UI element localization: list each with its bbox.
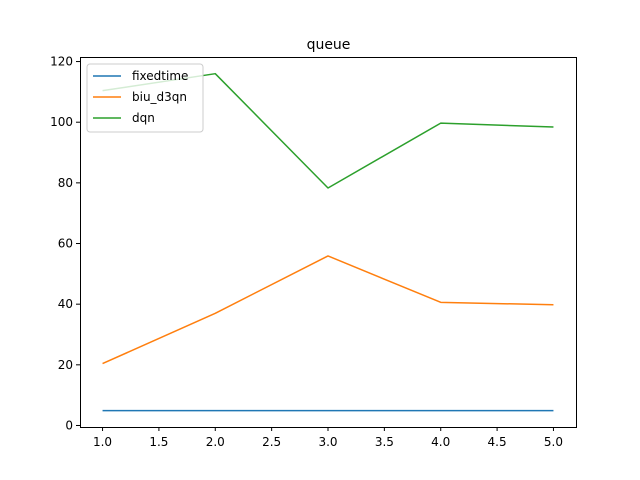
chart-title: queue bbox=[307, 37, 351, 53]
y-tick-label: 120 bbox=[50, 55, 73, 69]
x-tick-label: 4.0 bbox=[431, 435, 450, 449]
legend-label-biu_d3qn: biu_d3qn bbox=[132, 90, 187, 104]
series-line-biu_d3qn bbox=[102, 255, 554, 365]
y-axis: 0 20 40 60 80 100 120 bbox=[50, 55, 80, 432]
x-tick-label: 3.0 bbox=[318, 435, 337, 449]
x-axis: 1.0 1.5 2.0 2.5 3.0 3.5 4.0 4.5 5.0 bbox=[93, 427, 563, 449]
legend-box bbox=[86, 63, 204, 133]
legend-label-fixedtime: fixedtime bbox=[132, 69, 188, 83]
x-tick-label: 1.5 bbox=[149, 435, 168, 449]
y-tick-label: 80 bbox=[58, 176, 73, 190]
x-tick-label: 1.0 bbox=[93, 435, 112, 449]
legend-label-dqn: dqn bbox=[132, 111, 155, 125]
x-tick-label: 3.5 bbox=[375, 435, 394, 449]
x-tick-label: 2.0 bbox=[206, 435, 225, 449]
x-tick-label: 4.5 bbox=[488, 435, 507, 449]
x-tick-label: 5.0 bbox=[544, 435, 563, 449]
y-tick-label: 100 bbox=[50, 115, 73, 129]
y-tick-label: 20 bbox=[58, 358, 73, 372]
y-tick-label: 40 bbox=[58, 297, 73, 311]
x-tick-label: 2.5 bbox=[262, 435, 281, 449]
y-tick-label: 0 bbox=[65, 418, 73, 432]
y-tick-label: 60 bbox=[58, 237, 73, 251]
